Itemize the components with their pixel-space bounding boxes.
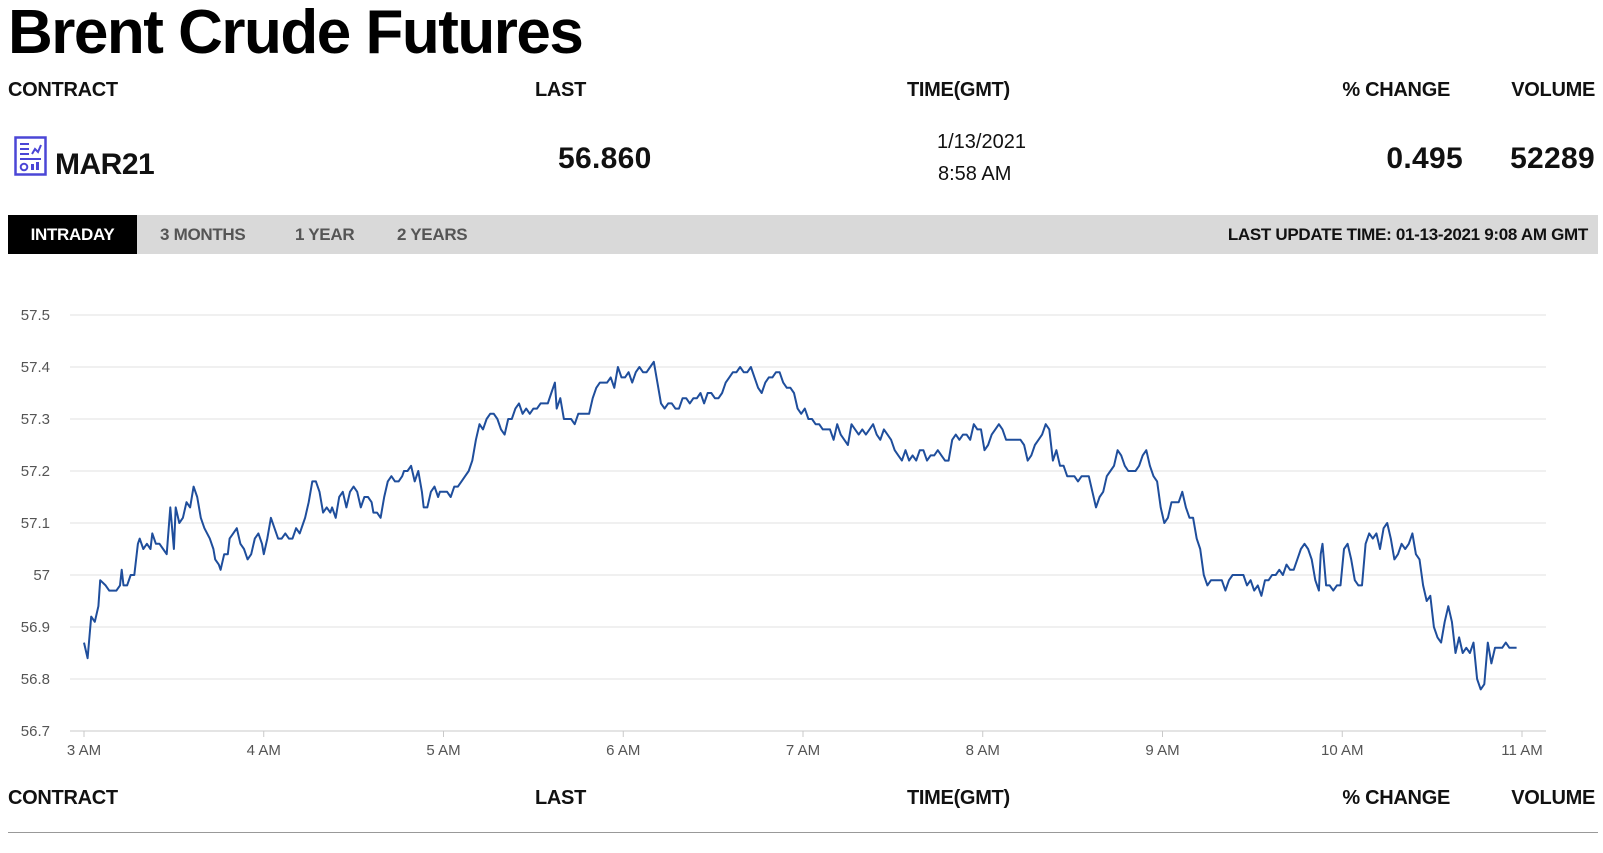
volume-value: 52289 [1510, 142, 1595, 175]
tab-intraday[interactable]: INTRADAY [8, 215, 137, 254]
header-pct-change: % CHANGE [1342, 79, 1450, 101]
x-tick-label: 6 AM [606, 742, 640, 759]
header-contract: CONTRACT [8, 79, 118, 101]
x-tick-label: 8 AM [966, 742, 1000, 759]
last-update-time: LAST UPDATE TIME: 01-13-2021 9:08 AM GMT [1227, 225, 1588, 244]
header-last: LAST [535, 79, 587, 101]
y-tick-label: 57.2 [21, 463, 50, 480]
header-volume: VOLUME [1511, 79, 1595, 101]
x-tick-label: 3 AM [67, 742, 101, 759]
x-tick-label: 5 AM [426, 742, 460, 759]
y-tick-label: 56.8 [21, 671, 50, 688]
footer-header-volume: VOLUME [1511, 787, 1595, 809]
header-time: TIME(GMT) [907, 79, 1010, 101]
y-tick-label: 56.7 [21, 723, 50, 740]
tab-1-year[interactable]: 1 YEAR [295, 225, 355, 244]
y-tick-label: 57.4 [21, 359, 50, 376]
footer-header-contract: CONTRACT [8, 787, 118, 809]
intraday-price-chart: 57.5 57.4 57.3 57.2 57.1 57 56.9 56.8 56.7 3 AM 4 … [21, 307, 1546, 759]
x-tick-label: 9 AM [1145, 742, 1179, 759]
page-title: Brent Crude Futures [8, 0, 584, 67]
footer-header-last: LAST [535, 787, 587, 809]
y-tick-label: 57.1 [21, 515, 50, 532]
price-series-line [83, 360, 1517, 691]
tab-2-years[interactable]: 2 YEARS [397, 225, 468, 244]
x-tick-label: 11 AM [1501, 742, 1542, 759]
y-tick-label: 57.5 [21, 307, 50, 324]
footer-header-time: TIME(GMT) [907, 787, 1010, 809]
divider [8, 832, 1598, 833]
y-tick-label: 57 [33, 567, 50, 584]
tab-3-months[interactable]: 3 MONTHS [160, 225, 246, 244]
last-price: 56.860 [558, 142, 652, 175]
y-tick-label: 57.3 [21, 411, 50, 428]
x-tick-label: 4 AM [247, 742, 281, 759]
x-tick-label: 10 AM [1321, 742, 1364, 759]
range-tab-bar: INTRADAY 3 MONTHS 1 YEAR 2 YEARS LAST UP… [8, 215, 1598, 254]
pct-change-value: 0.495 [1386, 142, 1463, 175]
report-document-icon[interactable] [14, 136, 47, 176]
x-tick-label: 7 AM [786, 742, 820, 759]
quote-date: 1/13/2021 [937, 131, 1026, 153]
y-tick-label: 56.9 [21, 619, 50, 636]
quote-time: 8:58 AM [938, 163, 1012, 185]
footer-header-pct-change: % CHANGE [1342, 787, 1450, 809]
contract-name[interactable]: MAR21 [55, 148, 155, 181]
